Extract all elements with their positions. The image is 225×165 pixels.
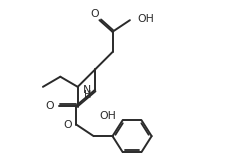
Text: N: N <box>83 85 92 95</box>
Text: H: H <box>84 90 92 100</box>
Text: O: O <box>91 9 99 19</box>
Text: O: O <box>45 101 54 111</box>
Text: OH: OH <box>138 15 155 24</box>
Text: O: O <box>63 119 72 130</box>
Text: OH: OH <box>99 111 116 121</box>
